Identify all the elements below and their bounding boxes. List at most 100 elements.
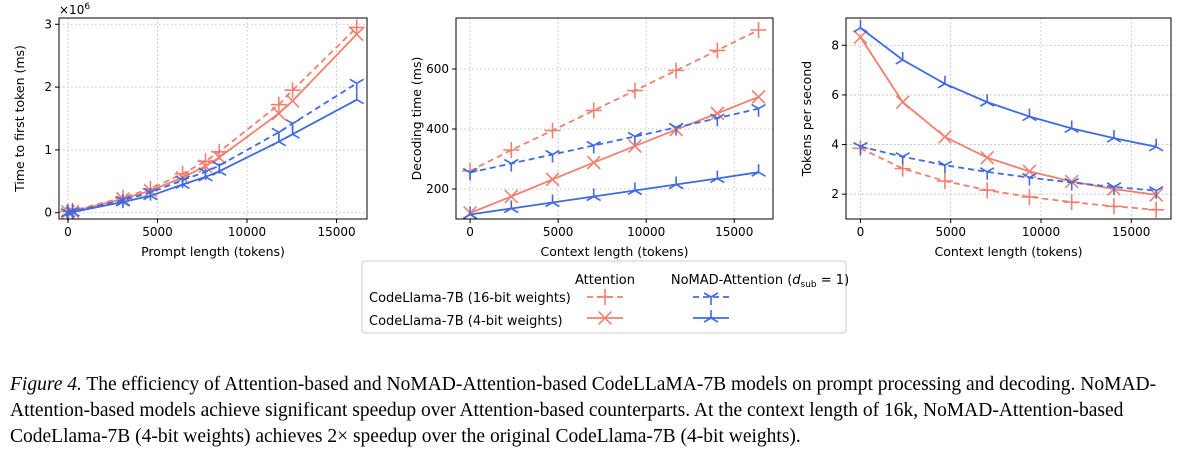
data-point-nomad4 [115, 194, 131, 207]
x-tick-label: 15000 [715, 225, 753, 239]
data-point-nomad4 [937, 75, 953, 89]
chart-panel-3: 0 5000 10000 15000 2 4 6 8 Context length (token… [799, 17, 1172, 259]
data-point-nomad16 [1064, 177, 1080, 191]
y-axis-label: Time to first token (ms) [12, 45, 27, 193]
data-point-nomad16 [751, 103, 766, 117]
data-point-attn4 [349, 27, 364, 42]
data-point-attn4 [937, 129, 952, 144]
data-point-nomad16 [979, 167, 995, 180]
data-point-nomad4 [198, 168, 213, 182]
data-point-attn4 [1064, 174, 1079, 189]
x-tick-label: 10000 [1022, 225, 1060, 239]
data-point-nomad4 [1106, 130, 1122, 143]
data-point-nomad16 [895, 152, 911, 165]
y-tick-label: 1 [44, 143, 52, 157]
data-point-nomad4 [710, 170, 725, 184]
data-point-attn16 [585, 102, 602, 119]
data-point-nomad16 [503, 158, 519, 172]
data-point-nomad4 [1064, 120, 1080, 134]
legend-handle-attn16 [587, 289, 623, 305]
data-point-attn16 [544, 122, 561, 139]
data-point-attn4 [853, 30, 868, 45]
y-tick-label: 200 [426, 182, 449, 196]
data-point-attn16 [936, 173, 953, 190]
chart-panel-2: 0 5000 10000 15000 200 400 600 Context length (… [409, 17, 774, 259]
legend-handle-nomad16 [693, 292, 729, 305]
series-nomad4 [462, 164, 766, 220]
series-line-nomad16 [67, 82, 358, 214]
data-point-nomad4 [751, 164, 766, 177]
data-point-nomad16 [937, 160, 953, 174]
x-axis-label: Context length (tokens) [541, 244, 689, 259]
x-tick-label: 0 [466, 225, 474, 239]
y-tick-label: 0 [44, 206, 52, 220]
legend: Attention NoMAD-Attention (dsub = 1) Cod… [361, 260, 849, 334]
data-point-attn16 [979, 182, 996, 199]
data-point-nomad16 [586, 140, 602, 154]
data-point-attn16 [270, 96, 287, 113]
data-point-nomad4 [211, 163, 227, 176]
series-nomad4 [60, 91, 365, 218]
y-tick-label: 3 [44, 17, 52, 31]
data-point-attn4 [895, 95, 910, 110]
legend-marker-nomad16 [703, 292, 719, 305]
series-attn4 [463, 89, 766, 220]
series-nomad4 [853, 19, 1164, 152]
legend-marker-nomad4 [703, 310, 719, 323]
data-point-attn16 [1021, 188, 1038, 205]
y-tick-label: 600 [426, 62, 449, 76]
data-point-nomad16 [1022, 172, 1037, 186]
figure-caption: Figure 4. The efficiency of Attention-ba… [10, 372, 1185, 450]
data-point-attn16 [709, 42, 726, 59]
series-attn4 [853, 30, 1164, 202]
series-line-attn4 [859, 36, 1157, 196]
data-point-nomad4 [349, 91, 365, 105]
series-line-nomad4 [859, 27, 1157, 148]
data-point-attn16 [503, 142, 520, 158]
data-point-nomad16 [710, 113, 725, 127]
caption-text: The efficiency of Attention-based and No… [10, 374, 1157, 447]
data-point-nomad16 [545, 149, 560, 163]
data-point-attn16 [626, 82, 643, 99]
data-point-nomad16 [853, 141, 868, 155]
x-axis-label: Prompt length (tokens) [141, 244, 285, 259]
x-axis-label: Context length (tokens) [935, 244, 1083, 259]
data-point-nomad16 [668, 122, 684, 136]
data-point-nomad4 [462, 206, 478, 220]
data-point-attn16 [1063, 194, 1080, 211]
data-point-nomad4 [1022, 108, 1037, 122]
data-point-attn4 [710, 106, 725, 121]
data-point-nomad16 [1106, 182, 1122, 195]
data-point-nomad4 [895, 51, 911, 65]
data-point-attn4 [504, 189, 519, 204]
data-point-nomad4 [668, 176, 684, 190]
series-line-attn4 [469, 96, 759, 214]
data-point-nomad4 [175, 176, 190, 190]
legend-handle-attn4 [587, 311, 623, 325]
data-point-attn16 [284, 82, 301, 99]
series-attn16 [462, 22, 767, 179]
data-point-nomad4 [979, 94, 995, 107]
data-point-nomad4 [1148, 138, 1164, 152]
data-point-attn4 [545, 172, 560, 187]
x-tick-label: 15000 [1112, 225, 1150, 239]
legend-col-attention: Attention [575, 273, 635, 288]
data-point-nomad4 [503, 200, 519, 214]
series-line-attn16 [67, 26, 358, 213]
x-tick-label: 0 [64, 225, 72, 239]
y-tick-label: 6 [831, 88, 839, 102]
y-axis-label: Decoding time (ms) [409, 57, 424, 181]
legend-row-16bit: CodeLlama-7B (16-bit weights) [369, 291, 571, 306]
y-multiplier-label: ×106 [59, 2, 90, 17]
data-point-attn16 [668, 62, 685, 79]
data-point-attn4 [586, 155, 601, 170]
data-point-nomad4 [271, 133, 287, 147]
y-tick-label: 2 [831, 187, 839, 201]
plot-frame [58, 17, 368, 220]
x-tick-label: 5000 [543, 225, 574, 239]
data-point-attn16 [1148, 201, 1165, 218]
series-nomad16 [853, 141, 1164, 199]
series-attn4 [60, 27, 364, 220]
data-point-attn16 [750, 22, 767, 38]
data-point-attn16 [348, 19, 365, 36]
